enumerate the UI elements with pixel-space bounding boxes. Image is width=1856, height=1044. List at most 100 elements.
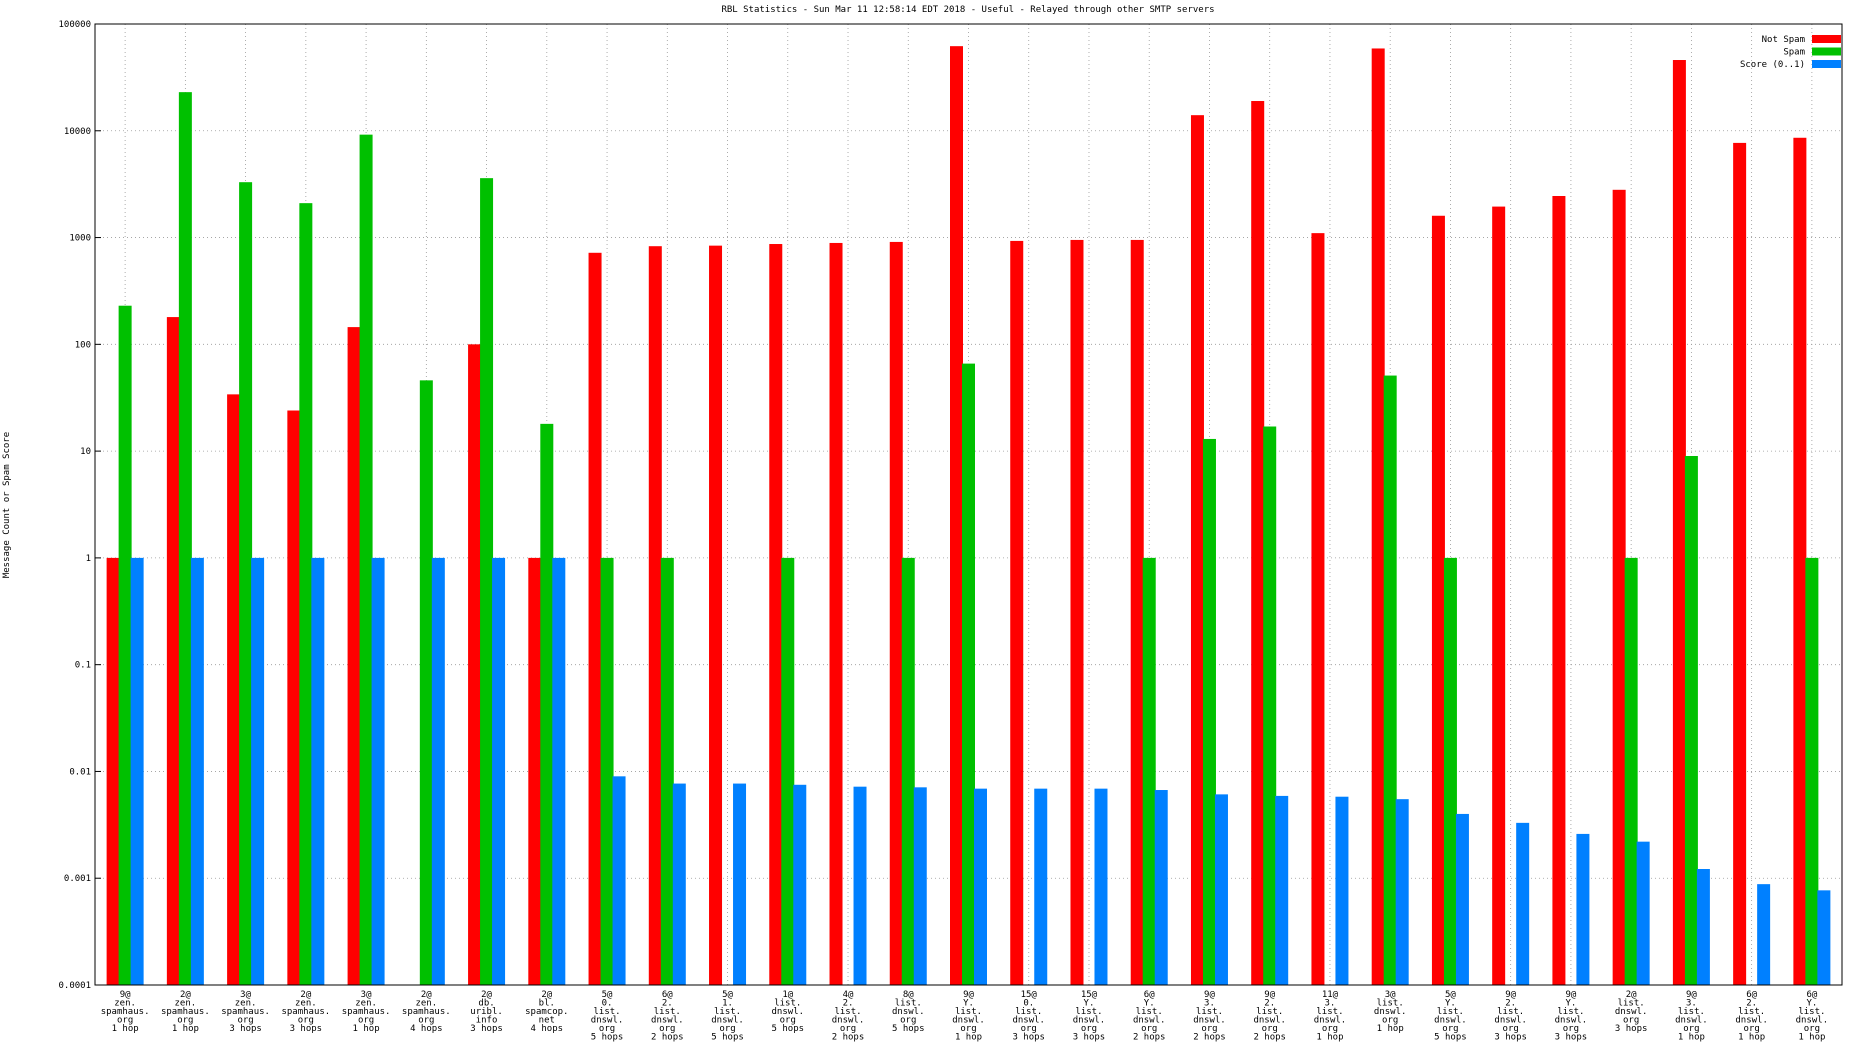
x-tick-label-line: 9@ bbox=[1505, 990, 1516, 1000]
x-tick-label-line: 9@ bbox=[1686, 990, 1697, 1000]
bar bbox=[1251, 101, 1265, 986]
x-tick-label-line: org bbox=[599, 1024, 615, 1034]
bar bbox=[1805, 557, 1819, 985]
x-tick-label-line: list. bbox=[654, 1007, 681, 1017]
x-tick-label-line: spamcop. bbox=[525, 1007, 568, 1017]
x-tick-label-line: 1 hop bbox=[1738, 1033, 1765, 1043]
x-tick-label-line: 9@ bbox=[1204, 990, 1215, 1000]
x-tick-label-line: list. bbox=[1437, 1007, 1464, 1017]
x-tick-label-line: dnswl. bbox=[1012, 1016, 1045, 1026]
x-tick-label-line: 1 hop bbox=[353, 1024, 380, 1034]
x-tick-label-line: 2. bbox=[1264, 999, 1275, 1009]
bar bbox=[962, 363, 975, 985]
y-tick-label: 1 bbox=[86, 554, 91, 564]
bar bbox=[950, 46, 963, 985]
x-tick-label-line: list. bbox=[1015, 1007, 1042, 1017]
x-tick-label-line: org bbox=[659, 1024, 675, 1034]
x-tick-label-line: Y. bbox=[1565, 999, 1576, 1009]
x-tick-label-line: dnswl. bbox=[1735, 1016, 1768, 1026]
x-tick-label-line: Y. bbox=[963, 999, 974, 1009]
bar bbox=[1793, 137, 1807, 986]
bar bbox=[190, 557, 204, 985]
x-tick-label: 3@ zen. spamhaus. org 1 hop bbox=[342, 990, 391, 1034]
x-tick-label: 4@ 2. list. dnswl. org 2 hops bbox=[832, 990, 865, 1043]
bar bbox=[251, 557, 265, 985]
x-tick-label-line: zen. bbox=[295, 999, 317, 1009]
x-tick-label-line: 5 hops bbox=[1434, 1033, 1467, 1043]
x-tick-label: 6@ 2. list. dnswl. org 2 hops bbox=[651, 990, 684, 1043]
x-tick-label-line: dnswl. bbox=[1494, 1016, 1527, 1026]
x-tick-label-line: spamhaus. bbox=[402, 1007, 451, 1017]
bar bbox=[540, 423, 554, 986]
x-tick-label-line: 5 hops bbox=[591, 1033, 624, 1043]
x-tick-label-line: list. bbox=[1738, 1007, 1765, 1017]
bar bbox=[359, 134, 373, 986]
x-tick-label-line: Y. bbox=[1084, 999, 1095, 1009]
x-tick-label-line: 1@ bbox=[782, 990, 793, 1000]
x-tick-label-line: dnswl. bbox=[1314, 1016, 1347, 1026]
x-tick-label-line: 4 hops bbox=[410, 1024, 443, 1034]
bar bbox=[1190, 115, 1204, 985]
bar bbox=[1335, 796, 1349, 985]
y-tick-label: 0.001 bbox=[64, 874, 91, 884]
x-tick-label: 2@ db. uribl. info 3 hops bbox=[470, 990, 503, 1034]
x-tick-label: 8@ list. dnswl. org 5 hops bbox=[892, 990, 925, 1034]
x-tick-label-line: org bbox=[237, 1016, 253, 1026]
x-tick-label-line: dnswl. bbox=[1675, 1016, 1708, 1026]
x-tick-label-line: 2 hops bbox=[1253, 1033, 1286, 1043]
bar bbox=[1130, 239, 1144, 985]
x-tick-label: 5@ 0. list. dnswl. org 5 hops bbox=[591, 990, 624, 1043]
x-tick-label-line: dnswl. bbox=[1555, 1016, 1588, 1026]
x-tick-label: 2@ zen. spamhaus. org 3 hops bbox=[281, 990, 330, 1034]
x-tick-label-line: org bbox=[1081, 1024, 1097, 1034]
x-tick-label-line: list. bbox=[1798, 1007, 1825, 1017]
x-tick-label: 9@ Y. list. dnswl. org 3 hops bbox=[1555, 990, 1588, 1043]
bar bbox=[552, 557, 566, 985]
bar bbox=[130, 557, 144, 985]
x-tick-label-line: 0. bbox=[1023, 999, 1034, 1009]
x-tick-label-line: 2 hops bbox=[1193, 1033, 1226, 1043]
bar bbox=[913, 787, 927, 985]
legend-label: Spam bbox=[1783, 48, 1805, 58]
x-tick-label-line: 3@ bbox=[240, 990, 251, 1000]
bar bbox=[1383, 375, 1397, 985]
x-tick-label-line: 3 hops bbox=[1012, 1033, 1045, 1043]
bar bbox=[1624, 557, 1638, 985]
x-tick-label: 5@ Y. list. dnswl. org 5 hops bbox=[1434, 990, 1467, 1043]
x-tick-label-line: org bbox=[418, 1016, 434, 1026]
x-tick-label-line: 8@ bbox=[903, 990, 914, 1000]
x-tick-label-line: org bbox=[1382, 1016, 1398, 1026]
bar bbox=[1612, 189, 1626, 985]
x-tick-label-line: db. bbox=[478, 999, 494, 1009]
bar bbox=[311, 557, 325, 985]
bar bbox=[166, 317, 180, 985]
bar bbox=[1672, 60, 1686, 986]
x-tick-label-line: 2@ bbox=[541, 990, 552, 1000]
x-tick-label-line: list. bbox=[834, 1007, 861, 1017]
x-tick-label-line: dnswl. bbox=[1615, 1007, 1648, 1017]
x-tick-label: 15@ Y. list. dnswl. org 3 hops bbox=[1073, 990, 1106, 1043]
x-tick-label-line: org bbox=[780, 1016, 796, 1026]
x-tick-label-line: dnswl. bbox=[952, 1016, 985, 1026]
x-tick-label-line: 11@ bbox=[1322, 990, 1339, 1000]
bar bbox=[1443, 557, 1457, 985]
legend-label: Score (0..1) bbox=[1740, 60, 1805, 70]
bar bbox=[118, 305, 132, 985]
bar bbox=[793, 784, 807, 985]
x-tick-label: 9@ 2. list. dnswl. org 2 hops bbox=[1253, 990, 1286, 1043]
x-tick-label-line: 9@ bbox=[1264, 990, 1275, 1000]
x-tick-label-line: 15@ bbox=[1081, 990, 1098, 1000]
x-tick-label-line: info bbox=[476, 1016, 498, 1026]
x-tick-label-line: zen. bbox=[114, 999, 136, 1009]
x-tick-label-line: 4@ bbox=[843, 990, 854, 1000]
x-tick-label-line: zen. bbox=[415, 999, 437, 1009]
x-tick-label-line: 3 hops bbox=[1494, 1033, 1527, 1043]
x-tick-label-line: net bbox=[539, 1016, 555, 1026]
bar bbox=[1516, 822, 1530, 985]
x-tick-label-line: list. bbox=[1618, 999, 1645, 1009]
x-tick-label: 15@ 0. list. dnswl. org 3 hops bbox=[1012, 990, 1045, 1043]
x-tick-label-line: 6@ bbox=[1144, 990, 1155, 1000]
y-tick-label: 100000 bbox=[58, 20, 91, 30]
chart-title: RBL Statistics - Sun Mar 11 12:58:14 EDT… bbox=[721, 5, 1214, 15]
